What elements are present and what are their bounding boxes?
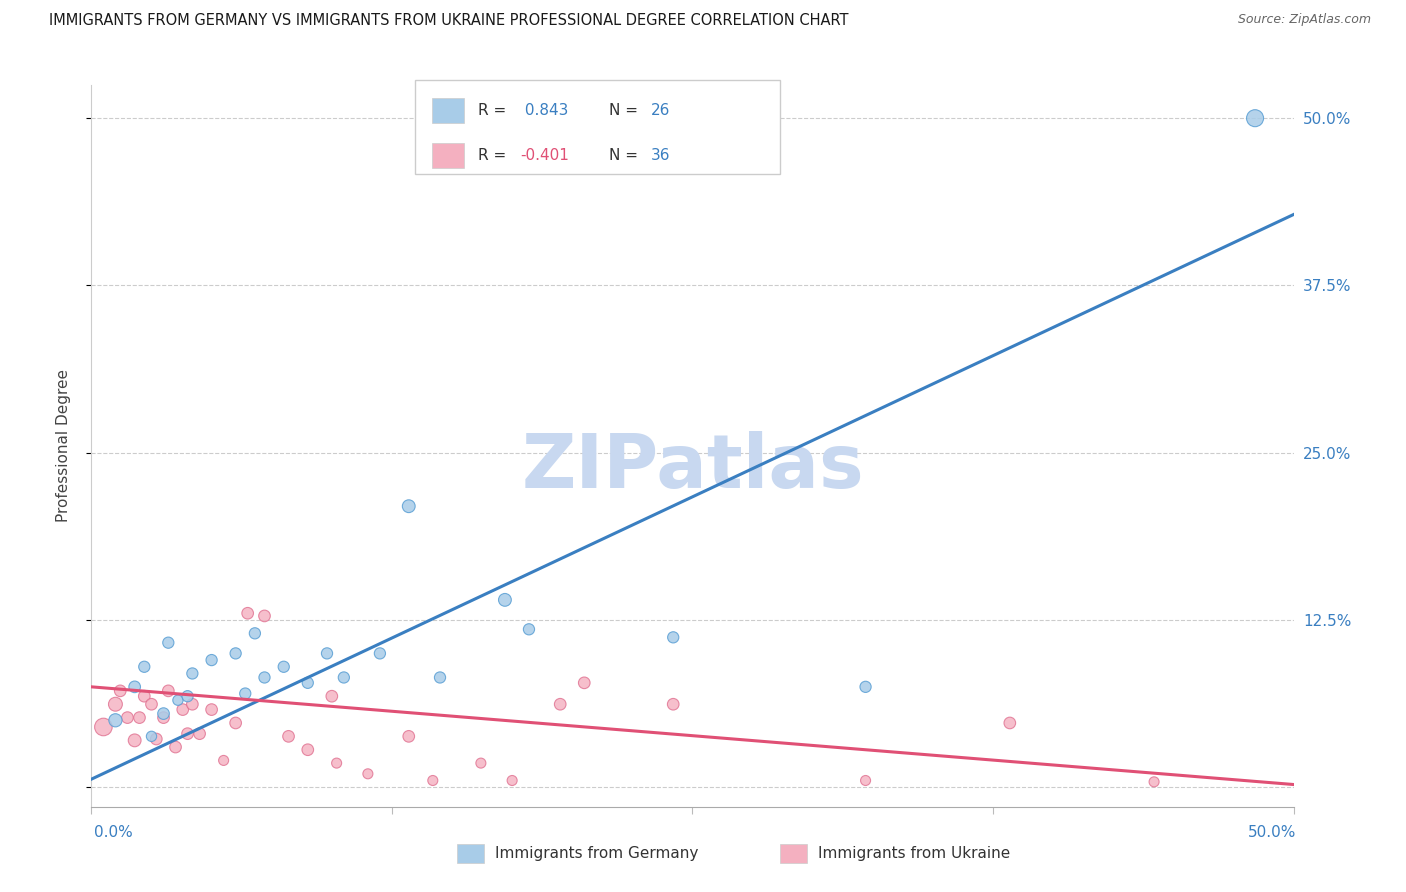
Point bbox=[104, 698, 127, 712]
Point bbox=[152, 706, 174, 721]
Point bbox=[201, 653, 224, 667]
Point bbox=[253, 609, 276, 624]
Point bbox=[321, 689, 343, 703]
Point bbox=[277, 730, 299, 744]
Text: 0.0%: 0.0% bbox=[94, 825, 134, 840]
Point bbox=[188, 726, 211, 740]
Point bbox=[517, 623, 540, 637]
Point bbox=[141, 730, 163, 744]
Text: ZIPatlas: ZIPatlas bbox=[522, 431, 863, 504]
Point bbox=[470, 756, 492, 771]
Point bbox=[574, 676, 596, 690]
Point bbox=[104, 714, 127, 728]
Text: N =: N = bbox=[609, 103, 643, 118]
Point bbox=[110, 684, 132, 698]
Point bbox=[855, 773, 877, 788]
Point bbox=[855, 680, 877, 694]
Point bbox=[325, 756, 347, 771]
Point bbox=[1244, 112, 1267, 126]
Point bbox=[422, 773, 444, 788]
Point bbox=[243, 626, 266, 640]
Point bbox=[124, 680, 146, 694]
Text: R =: R = bbox=[478, 148, 512, 162]
Point bbox=[157, 635, 180, 649]
Point bbox=[662, 631, 685, 645]
Point bbox=[181, 666, 204, 681]
Point bbox=[398, 730, 420, 744]
Point bbox=[297, 742, 319, 756]
Point bbox=[297, 676, 319, 690]
Text: R =: R = bbox=[478, 103, 512, 118]
Text: N =: N = bbox=[609, 148, 643, 162]
Point bbox=[368, 646, 391, 660]
Point bbox=[494, 593, 516, 607]
Point bbox=[134, 689, 156, 703]
Text: Immigrants from Ukraine: Immigrants from Ukraine bbox=[818, 847, 1011, 861]
Point bbox=[117, 710, 139, 724]
Y-axis label: Professional Degree: Professional Degree bbox=[56, 369, 70, 523]
Point bbox=[167, 693, 190, 707]
Point bbox=[134, 660, 156, 674]
Point bbox=[662, 698, 685, 712]
Point bbox=[1143, 774, 1166, 789]
Text: 26: 26 bbox=[651, 103, 671, 118]
Point bbox=[124, 733, 146, 747]
Point bbox=[152, 710, 174, 724]
Text: Immigrants from Germany: Immigrants from Germany bbox=[495, 847, 699, 861]
Point bbox=[998, 715, 1021, 730]
Point bbox=[157, 684, 180, 698]
Point bbox=[176, 726, 198, 740]
Point bbox=[181, 698, 204, 712]
Point bbox=[128, 710, 150, 724]
Point bbox=[357, 767, 380, 781]
Point bbox=[201, 703, 224, 717]
Text: -0.401: -0.401 bbox=[520, 148, 569, 162]
Point bbox=[212, 753, 235, 767]
Point bbox=[145, 731, 167, 746]
Point bbox=[333, 671, 356, 685]
Point bbox=[172, 703, 194, 717]
Point bbox=[316, 646, 339, 660]
Text: 0.843: 0.843 bbox=[520, 103, 568, 118]
Text: IMMIGRANTS FROM GERMANY VS IMMIGRANTS FROM UKRAINE PROFESSIONAL DEGREE CORRELATI: IMMIGRANTS FROM GERMANY VS IMMIGRANTS FR… bbox=[49, 13, 849, 29]
Point bbox=[236, 607, 259, 621]
Point bbox=[548, 698, 571, 712]
Point bbox=[398, 500, 420, 514]
Point bbox=[501, 773, 523, 788]
Point bbox=[141, 698, 163, 712]
Text: 50.0%: 50.0% bbox=[1249, 825, 1296, 840]
Point bbox=[165, 740, 187, 755]
Point bbox=[253, 671, 276, 685]
Point bbox=[429, 671, 451, 685]
Point bbox=[93, 720, 115, 734]
Point bbox=[225, 646, 247, 660]
Point bbox=[225, 715, 247, 730]
Text: Source: ZipAtlas.com: Source: ZipAtlas.com bbox=[1237, 13, 1371, 27]
Point bbox=[233, 687, 256, 701]
Point bbox=[176, 689, 198, 703]
Text: 36: 36 bbox=[651, 148, 671, 162]
Point bbox=[273, 660, 295, 674]
